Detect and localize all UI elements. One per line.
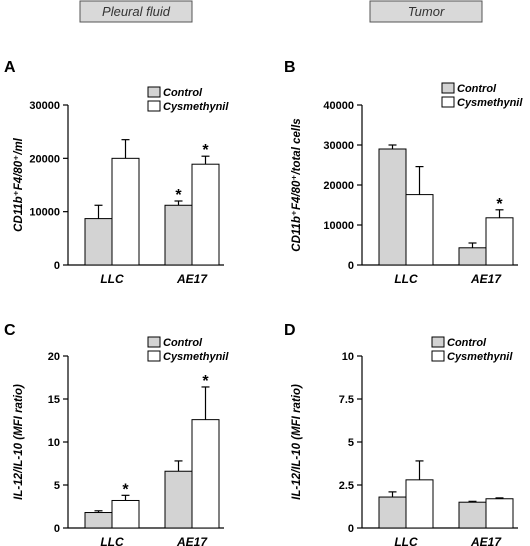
bar-cysmethynil-ae17: [191, 163, 220, 266]
header-tumor: Tumor: [369, 0, 483, 23]
bar-control-llc: [84, 512, 113, 529]
y-tick-label: 10000: [323, 220, 354, 232]
y-tick-label: 20000: [29, 153, 60, 165]
chart-panel-c: C IL-12/IL-10 (MFI ratio) 0 5 10 15 20 * LLC * AE1…: [4, 322, 229, 546]
legend-swatch-control: [441, 82, 455, 94]
y-tick-label: 0: [54, 523, 60, 535]
chart-panel-b: B CD11b⁺F4/80⁺/total cells 0 10000 20000 3000…: [284, 59, 523, 286]
category-label: AE17: [470, 535, 502, 546]
legend-label: Cysmethynil: [163, 351, 229, 363]
chart-panel-a: A CD11b⁺F4/80⁺/ml 0 10000 20000 30000 LLC * * AE1…: [4, 59, 229, 286]
category-label: LLC: [100, 272, 124, 286]
y-tick-label: 30000: [29, 100, 60, 112]
category-label: LLC: [394, 272, 418, 286]
legend-swatch-cysmethynil: [441, 96, 455, 108]
legend-swatch-cysmethynil: [147, 350, 161, 362]
significance-star: *: [496, 196, 503, 213]
panel-letter: C: [4, 322, 16, 339]
bar-control-ae17: [458, 501, 487, 529]
legend-label: Cysmethynil: [457, 97, 523, 109]
bar-cysmethynil-llc: [405, 194, 434, 266]
y-tick-label: 7.5: [339, 394, 354, 406]
chart-panel-d: D IL-12/IL-10 (MFI ratio) 0 2.5 5 7.5 10 LLC AE1…: [284, 322, 518, 546]
y-tick-label: 10: [342, 351, 354, 363]
y-tick-label: 10000: [29, 207, 60, 219]
panel-letter: A: [4, 59, 16, 76]
header-tumor-label: Tumor: [408, 4, 445, 19]
y-tick-label: 0: [348, 523, 354, 535]
y-tick-label: 20000: [323, 180, 354, 192]
legend-label: Control: [457, 83, 497, 95]
legend-swatch-cysmethynil: [431, 350, 445, 362]
bar-cysmethynil-ae17: [485, 217, 514, 266]
y-tick-label: 0: [348, 260, 354, 272]
y-tick-label: 5: [54, 480, 60, 492]
panel-letter: B: [284, 59, 296, 76]
y-tick-label: 0: [54, 260, 60, 272]
bar-control-ae17: [164, 204, 193, 266]
y-axis-label: IL-12/IL-10 (MFI ratio): [13, 384, 25, 500]
bar-control-ae17: [458, 247, 487, 266]
bar-cysmethynil-llc: [111, 157, 140, 266]
y-tick-label: 20: [48, 351, 60, 363]
legend-label: Control: [447, 337, 487, 349]
category-label: LLC: [100, 535, 124, 546]
legend-label: Control: [163, 87, 203, 99]
panels: ACD11b⁺F4/80⁺/ml0100002000030000LLC**AE1…: [4, 59, 523, 546]
y-tick-label: 5: [348, 437, 354, 449]
legend-swatch-control: [147, 86, 161, 98]
bar-cysmethynil-llc: [111, 499, 140, 529]
panel-letter: D: [284, 322, 296, 339]
significance-star: *: [202, 142, 209, 159]
significance-star: *: [122, 481, 129, 498]
y-axis-label: CD11b⁺F4/80⁺/total cells: [291, 118, 303, 251]
y-tick-label: 10: [48, 437, 60, 449]
bar-control-llc: [378, 496, 407, 529]
category-label: AE17: [176, 272, 208, 286]
legend-label: Cysmethynil: [163, 101, 229, 113]
category-label: AE17: [470, 272, 502, 286]
header-pleural-fluid: Pleural fluid: [79, 0, 193, 23]
y-axis-label: CD11b⁺F4/80⁺/ml: [13, 137, 25, 232]
header-pleural-fluid-label: Pleural fluid: [102, 4, 171, 19]
legend-swatch-control: [431, 336, 445, 348]
legend-label: Control: [163, 337, 203, 349]
bar-control-llc: [378, 148, 407, 266]
bar-cysmethynil-ae17: [191, 419, 220, 529]
y-tick-label: 2.5: [339, 480, 354, 492]
significance-star: *: [202, 373, 209, 390]
bar-control-llc: [84, 218, 113, 266]
legend-label: Cysmethynil: [447, 351, 513, 363]
category-label: AE17: [176, 535, 208, 546]
category-label: LLC: [394, 535, 418, 546]
y-tick-label: 40000: [323, 100, 354, 112]
legend-swatch-control: [147, 336, 161, 348]
y-tick-label: 15: [48, 394, 60, 406]
significance-star: *: [175, 187, 182, 204]
y-axis-label: IL-12/IL-10 (MFI ratio): [291, 384, 303, 500]
legend-swatch-cysmethynil: [147, 100, 161, 112]
bar-cysmethynil-llc: [405, 479, 434, 529]
bar-cysmethynil-ae17: [485, 498, 514, 529]
bar-control-ae17: [164, 470, 193, 529]
y-tick-label: 30000: [323, 140, 354, 152]
